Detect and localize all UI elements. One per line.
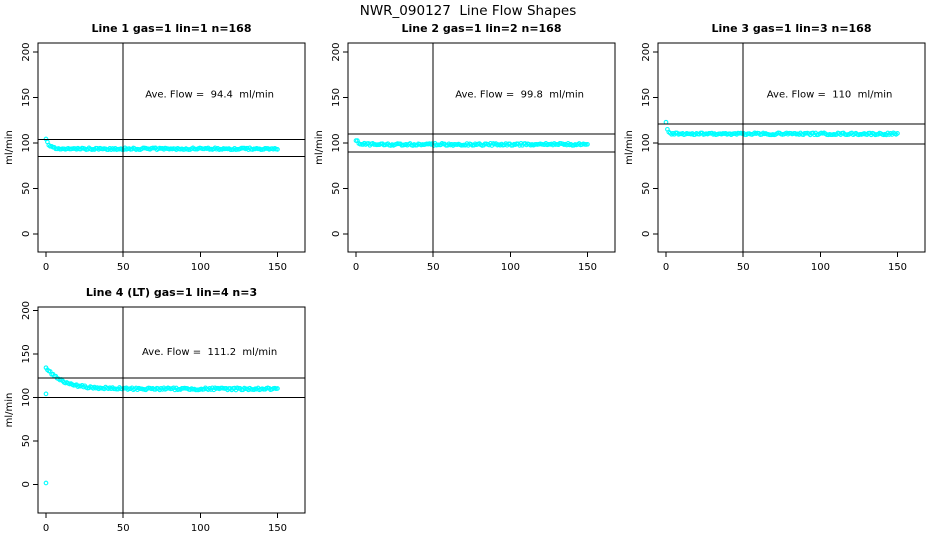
y-tick-label: 200 [641,43,652,62]
x-tick-label: 150 [268,262,287,273]
y-tick-label: 50 [21,435,32,448]
y-tick-label: 100 [331,133,342,152]
data-point [585,141,590,147]
panel-title: Line 2 gas=1 lin=2 n=168 [401,22,561,35]
y-tick-label: 0 [331,231,342,237]
y-axis-label: ml/min [4,393,15,428]
y-tick-label: 100 [21,133,32,152]
y-axis-label: ml/min [314,130,325,165]
y-axis-label: ml/min [4,130,15,165]
data-points [353,138,590,148]
y-tick-label: 150 [21,88,32,107]
y-axis-label: ml/min [624,130,635,165]
x-tick-label: 150 [268,523,287,534]
y-tick-label: 100 [21,388,32,407]
x-tick-label: 50 [427,262,440,273]
y-tick-label: 0 [21,481,32,487]
data-point-outlier [43,391,49,397]
x-tick-label: 150 [888,262,907,273]
annotation-ave-flow: Ave. Flow = 99.8 ml/min [455,90,584,101]
data-point [275,147,280,152]
data-point [275,386,280,391]
x-tick-label: 50 [117,523,130,534]
data-point-outlier [43,480,49,486]
data-points [43,365,280,486]
x-tick-label: 0 [43,523,49,534]
y-tick-label: 0 [21,231,32,237]
plot-box [657,42,926,253]
y-tick-label: 50 [21,182,32,195]
y-tick-label: 50 [331,182,342,195]
x-tick-label: 50 [117,262,130,273]
panel-4: 0 50 100 150 0 50 100 150 200 ml/min Line 4 (LT) g… [4,286,306,534]
y-tick-label: 150 [331,88,342,107]
panel-title: Line 4 (LT) gas=1 lin=4 n=3 [86,286,257,299]
y-tick-label: 50 [641,182,652,195]
y-tick-label: 200 [21,43,32,62]
panel-title: Line 1 gas=1 lin=1 n=168 [91,22,251,35]
x-tick-label: 100 [501,262,520,273]
x-tick-label: 150 [578,262,597,273]
panel-1: 0 50 100 150 0 50 100 150 200 ml/min Line 1 gas=1 … [4,22,306,273]
x-tick-label: 0 [663,262,669,273]
x-tick-label: 100 [191,523,210,534]
x-tick-label: 100 [811,262,830,273]
x-tick-label: 50 [737,262,750,273]
y-tick-label: 200 [21,301,32,320]
panel-title: Line 3 gas=1 lin=3 n=168 [711,22,871,35]
y-tick-label: 0 [641,231,652,237]
annotation-ave-flow: Ave. Flow = 111.2 ml/min [142,347,277,358]
x-tick-label: 0 [353,262,359,273]
plot-box [37,42,306,253]
data-point [895,131,900,136]
y-tick-label: 200 [331,43,342,62]
panel-3: 0 50 100 150 0 50 100 150 200 ml/min Line 3 gas=1 … [624,22,926,273]
annotation-ave-flow: Ave. Flow = 110 ml/min [767,90,893,101]
data-points [663,119,900,138]
x-tick-label: 100 [191,262,210,273]
y-tick-label: 150 [21,344,32,363]
data-points [43,136,280,152]
panel-2: 0 50 100 150 0 50 100 150 200 ml/min Line 2 gas=1 … [314,22,616,273]
plot-box [347,42,616,253]
plot-box [37,306,306,514]
annotation-ave-flow: Ave. Flow = 94.4 ml/min [145,90,274,101]
figure-title: NWR_090127 Line Flow Shapes [359,3,577,19]
x-tick-label: 0 [43,262,49,273]
y-tick-label: 100 [641,133,652,152]
y-tick-label: 150 [641,88,652,107]
